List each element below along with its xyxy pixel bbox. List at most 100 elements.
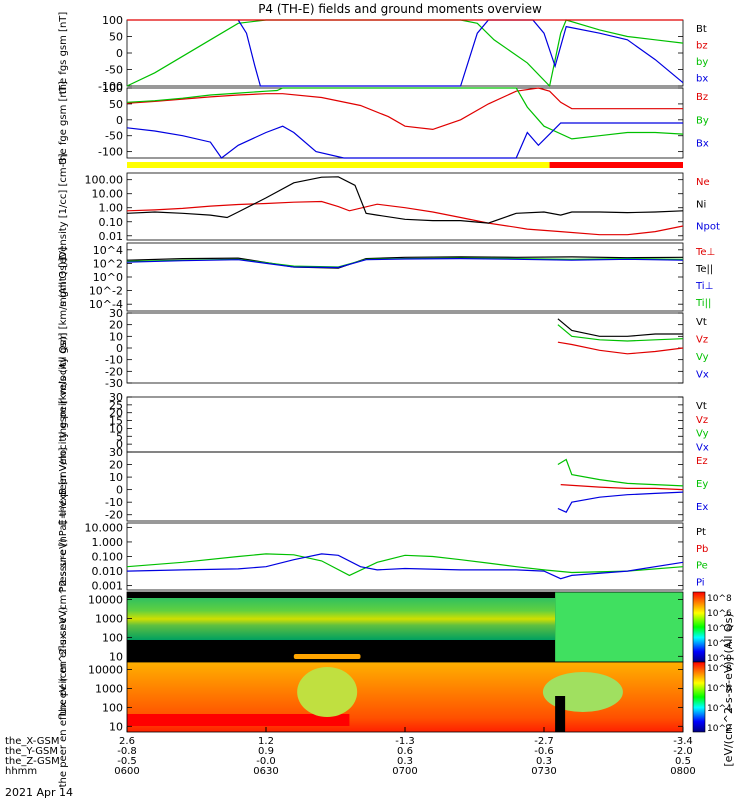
legend-entry: Pb: [696, 544, 708, 555]
time-axis-value: -2.7: [534, 736, 554, 747]
plot-frame: [126, 242, 684, 312]
plot-frame: [126, 312, 684, 384]
time-axis-value: 0.3: [536, 756, 552, 767]
series-Bz: [126, 87, 683, 131]
colorbar-tick-label: 10^4: [707, 624, 732, 634]
y-tick-label: 100: [102, 82, 123, 95]
legend-entry: bx: [696, 74, 708, 85]
legend-entry: Pe: [696, 561, 708, 572]
legend-entry: Ni: [696, 199, 706, 210]
plot-frame: [126, 451, 684, 522]
legend-entry: Ti⊥: [695, 281, 713, 292]
y-tick-label: 100: [102, 631, 123, 644]
time-axis-value: 0730: [531, 766, 556, 777]
legend-entry: Ti||: [695, 298, 711, 309]
series-By: [126, 87, 684, 140]
colorbar-tick-label: 10^2: [707, 724, 732, 734]
y-tick-label: 10: [109, 471, 123, 484]
colorbar: [692, 591, 706, 663]
series-Ni: [126, 176, 684, 224]
series-Ti⊥: [126, 257, 684, 269]
y-tick-label: 10^-2: [89, 285, 123, 298]
y-tick-label: 30: [109, 446, 123, 459]
y-tick-label: 30: [109, 307, 123, 320]
spectrogram-blob: [297, 667, 358, 717]
legend-entry: Vz: [696, 335, 708, 346]
spectrogram-gap: [555, 696, 566, 732]
y-axis-label: mgmt3 [eV]: [58, 247, 69, 307]
time-axis-value: 0.3: [397, 756, 413, 767]
region-flag-bar: [127, 162, 683, 168]
y-tick-label: 50: [109, 31, 123, 44]
y-tick-label: 25: [109, 399, 123, 412]
legend-entry: By: [696, 115, 709, 126]
spectrogram-region: [555, 592, 683, 662]
legend-entry: Vy: [696, 429, 709, 440]
y-axis-label: Pressure [nPa]: [58, 521, 69, 593]
y-tick-label: 0: [116, 342, 123, 355]
legend-entry: bz: [696, 41, 708, 52]
y-tick-label: 0: [116, 484, 123, 497]
legend-entry: Ex: [696, 502, 708, 513]
plot-frame: [126, 522, 684, 591]
time-axis-value: -0.6: [534, 746, 554, 757]
y-tick-label: 50: [109, 98, 123, 111]
time-axis-row-label: the_X-GSM: [5, 736, 59, 747]
time-axis-value: -2.0: [673, 746, 693, 757]
y-tick-label: 100: [102, 701, 123, 714]
y-tick-label: 10000: [88, 594, 123, 607]
y-tick-label: 10^0: [93, 271, 123, 284]
y-tick-label: 10: [109, 330, 123, 343]
time-axis-value: -0.8: [117, 746, 137, 757]
colorbar-tick-label: 10^0: [707, 654, 732, 664]
y-tick-label: 5: [116, 430, 123, 443]
y-tick-label: 0.01: [99, 230, 124, 243]
spectrogram-arc: [293, 654, 361, 659]
colorbar-tick-label: 10^8: [707, 594, 732, 604]
series-Bx: [126, 122, 683, 159]
flag-yellow: [127, 162, 550, 168]
y-tick-label: 15: [109, 415, 123, 428]
colorbar-tick-label: 10^6: [707, 684, 732, 694]
time-axis-row-label: the_Z-GSM: [5, 756, 60, 767]
y-tick-label: 10^2: [93, 257, 123, 270]
y-tick-label: -50: [105, 64, 123, 77]
time-axis-value: -3.4: [673, 736, 693, 747]
date-label: 2021 Apr 14: [5, 786, 73, 799]
time-axis-value: -1.3: [395, 736, 415, 747]
chart-title: P4 (TH-E) fields and ground moments over…: [258, 2, 542, 16]
y-tick-label: 100: [102, 14, 123, 27]
panel-fge: 100 50 0 -50 -100 the fge gsm [nT] Bz By Bx: [58, 81, 709, 165]
y-tick-label: -10: [105, 496, 123, 509]
legend-entry: Ey: [696, 479, 708, 490]
y-tick-label: -100: [98, 80, 123, 93]
y-tick-label: 20: [109, 319, 123, 332]
y-tick-label: 0.100: [92, 551, 124, 564]
legend-entry: Ez: [696, 456, 708, 467]
time-axis-row-label: the_Y-GSM: [5, 746, 58, 757]
colorbar-tick-label: 10^4: [707, 704, 732, 714]
colorbar-tick-label: 10^8: [707, 664, 732, 674]
y-axis-label: Density [1/cc] [cm-3]: [58, 153, 69, 259]
y-tick-label: 0.10: [99, 216, 124, 229]
y-tick-label: 10: [109, 422, 123, 435]
series-by: [126, 19, 684, 88]
panel-temperature: 10^410^210^010^-210^-4 mgmt3 [eV] Te⊥ Te|| T…: [58, 242, 715, 312]
series-Ey: [557, 458, 684, 487]
series-Pi: [126, 553, 684, 580]
series-Vy: [557, 324, 684, 342]
y-axis-label: the peer en eflux eV (cm^2-s-sr-eV): [58, 607, 69, 788]
legend-entry: Bz: [696, 92, 708, 103]
legend-entry: Pi: [696, 577, 705, 588]
series-Vz: [557, 341, 684, 355]
legend-entry: Te⊥: [695, 247, 715, 258]
colorbar-tick-label: 10^2: [707, 639, 732, 649]
legend-entry: Vz: [696, 415, 708, 426]
spectrogram-blob: [542, 672, 623, 712]
y-axis-label: the peer velocity gsm [km/s (All Qs)]: [58, 332, 69, 516]
